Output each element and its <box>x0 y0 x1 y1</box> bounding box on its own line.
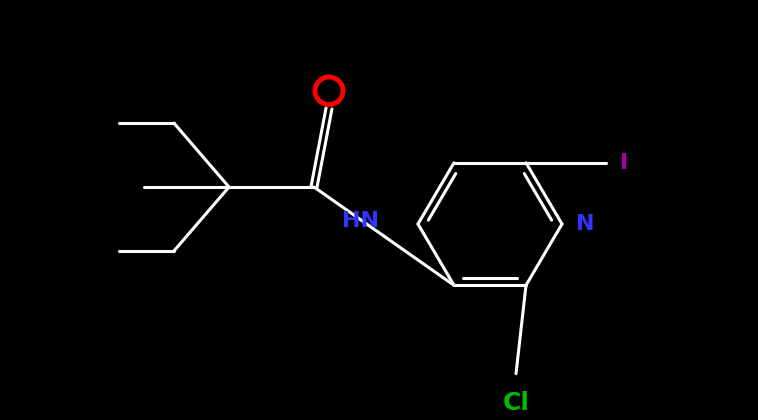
Text: HN: HN <box>342 211 379 231</box>
Text: N: N <box>576 214 594 234</box>
Text: I: I <box>620 153 628 173</box>
Text: Cl: Cl <box>503 391 530 415</box>
